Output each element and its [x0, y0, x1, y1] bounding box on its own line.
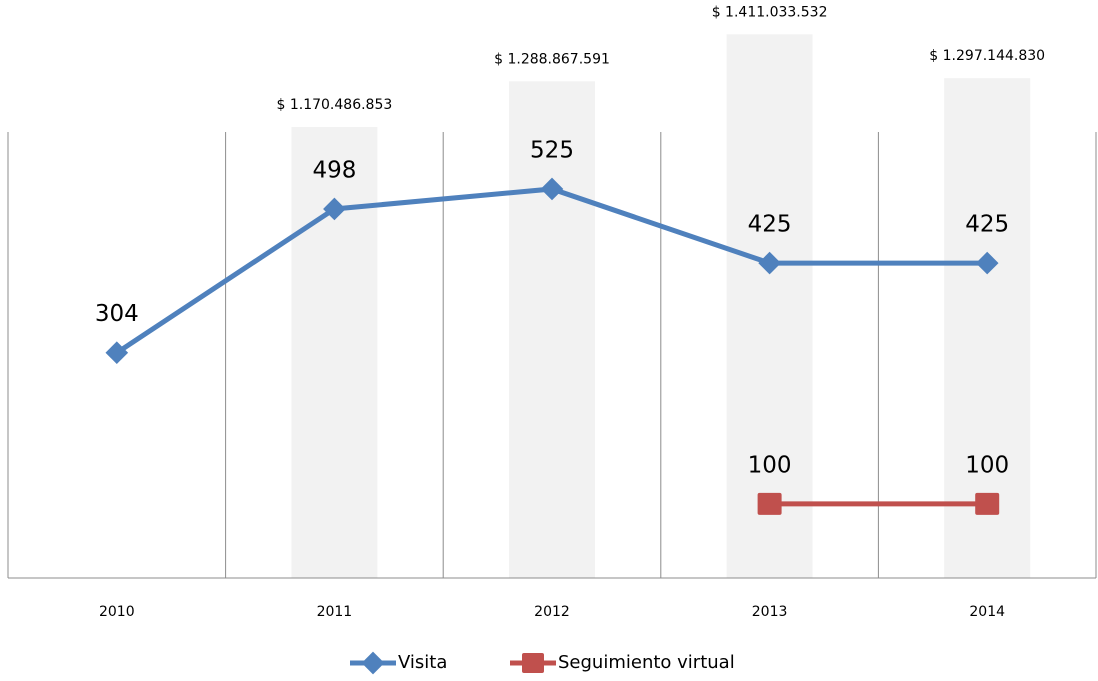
x-tick-label: 2013 — [752, 604, 788, 620]
x-tick-label: 2012 — [534, 604, 570, 620]
data-label: 425 — [748, 212, 792, 238]
x-tick-label: 2014 — [969, 604, 1005, 620]
legend-marker — [522, 653, 544, 673]
bar-label: $ 1.288.867.591 — [494, 51, 610, 67]
bar-label: $ 1.411.033.532 — [712, 4, 828, 20]
x-tick-label: 2010 — [99, 604, 135, 620]
data-label: 425 — [965, 212, 1009, 238]
data-label: 304 — [95, 301, 139, 327]
x-tick-label: 2011 — [317, 604, 353, 620]
data-label: 498 — [312, 157, 356, 183]
bar — [509, 81, 595, 578]
legend-label: Visita — [398, 652, 447, 673]
data-label: 100 — [965, 452, 1009, 478]
legend-marker — [361, 651, 385, 675]
bar-label: $ 1.170.486.853 — [277, 97, 393, 113]
bar — [291, 126, 378, 578]
data-label: 525 — [530, 137, 574, 163]
point — [757, 492, 782, 515]
bar — [726, 34, 813, 579]
bar-label: $ 1.297.144.830 — [929, 48, 1045, 64]
data-label: 100 — [748, 452, 792, 478]
point — [975, 492, 1000, 515]
legend-label: Seguimiento virtual — [558, 652, 735, 673]
point — [105, 341, 129, 365]
